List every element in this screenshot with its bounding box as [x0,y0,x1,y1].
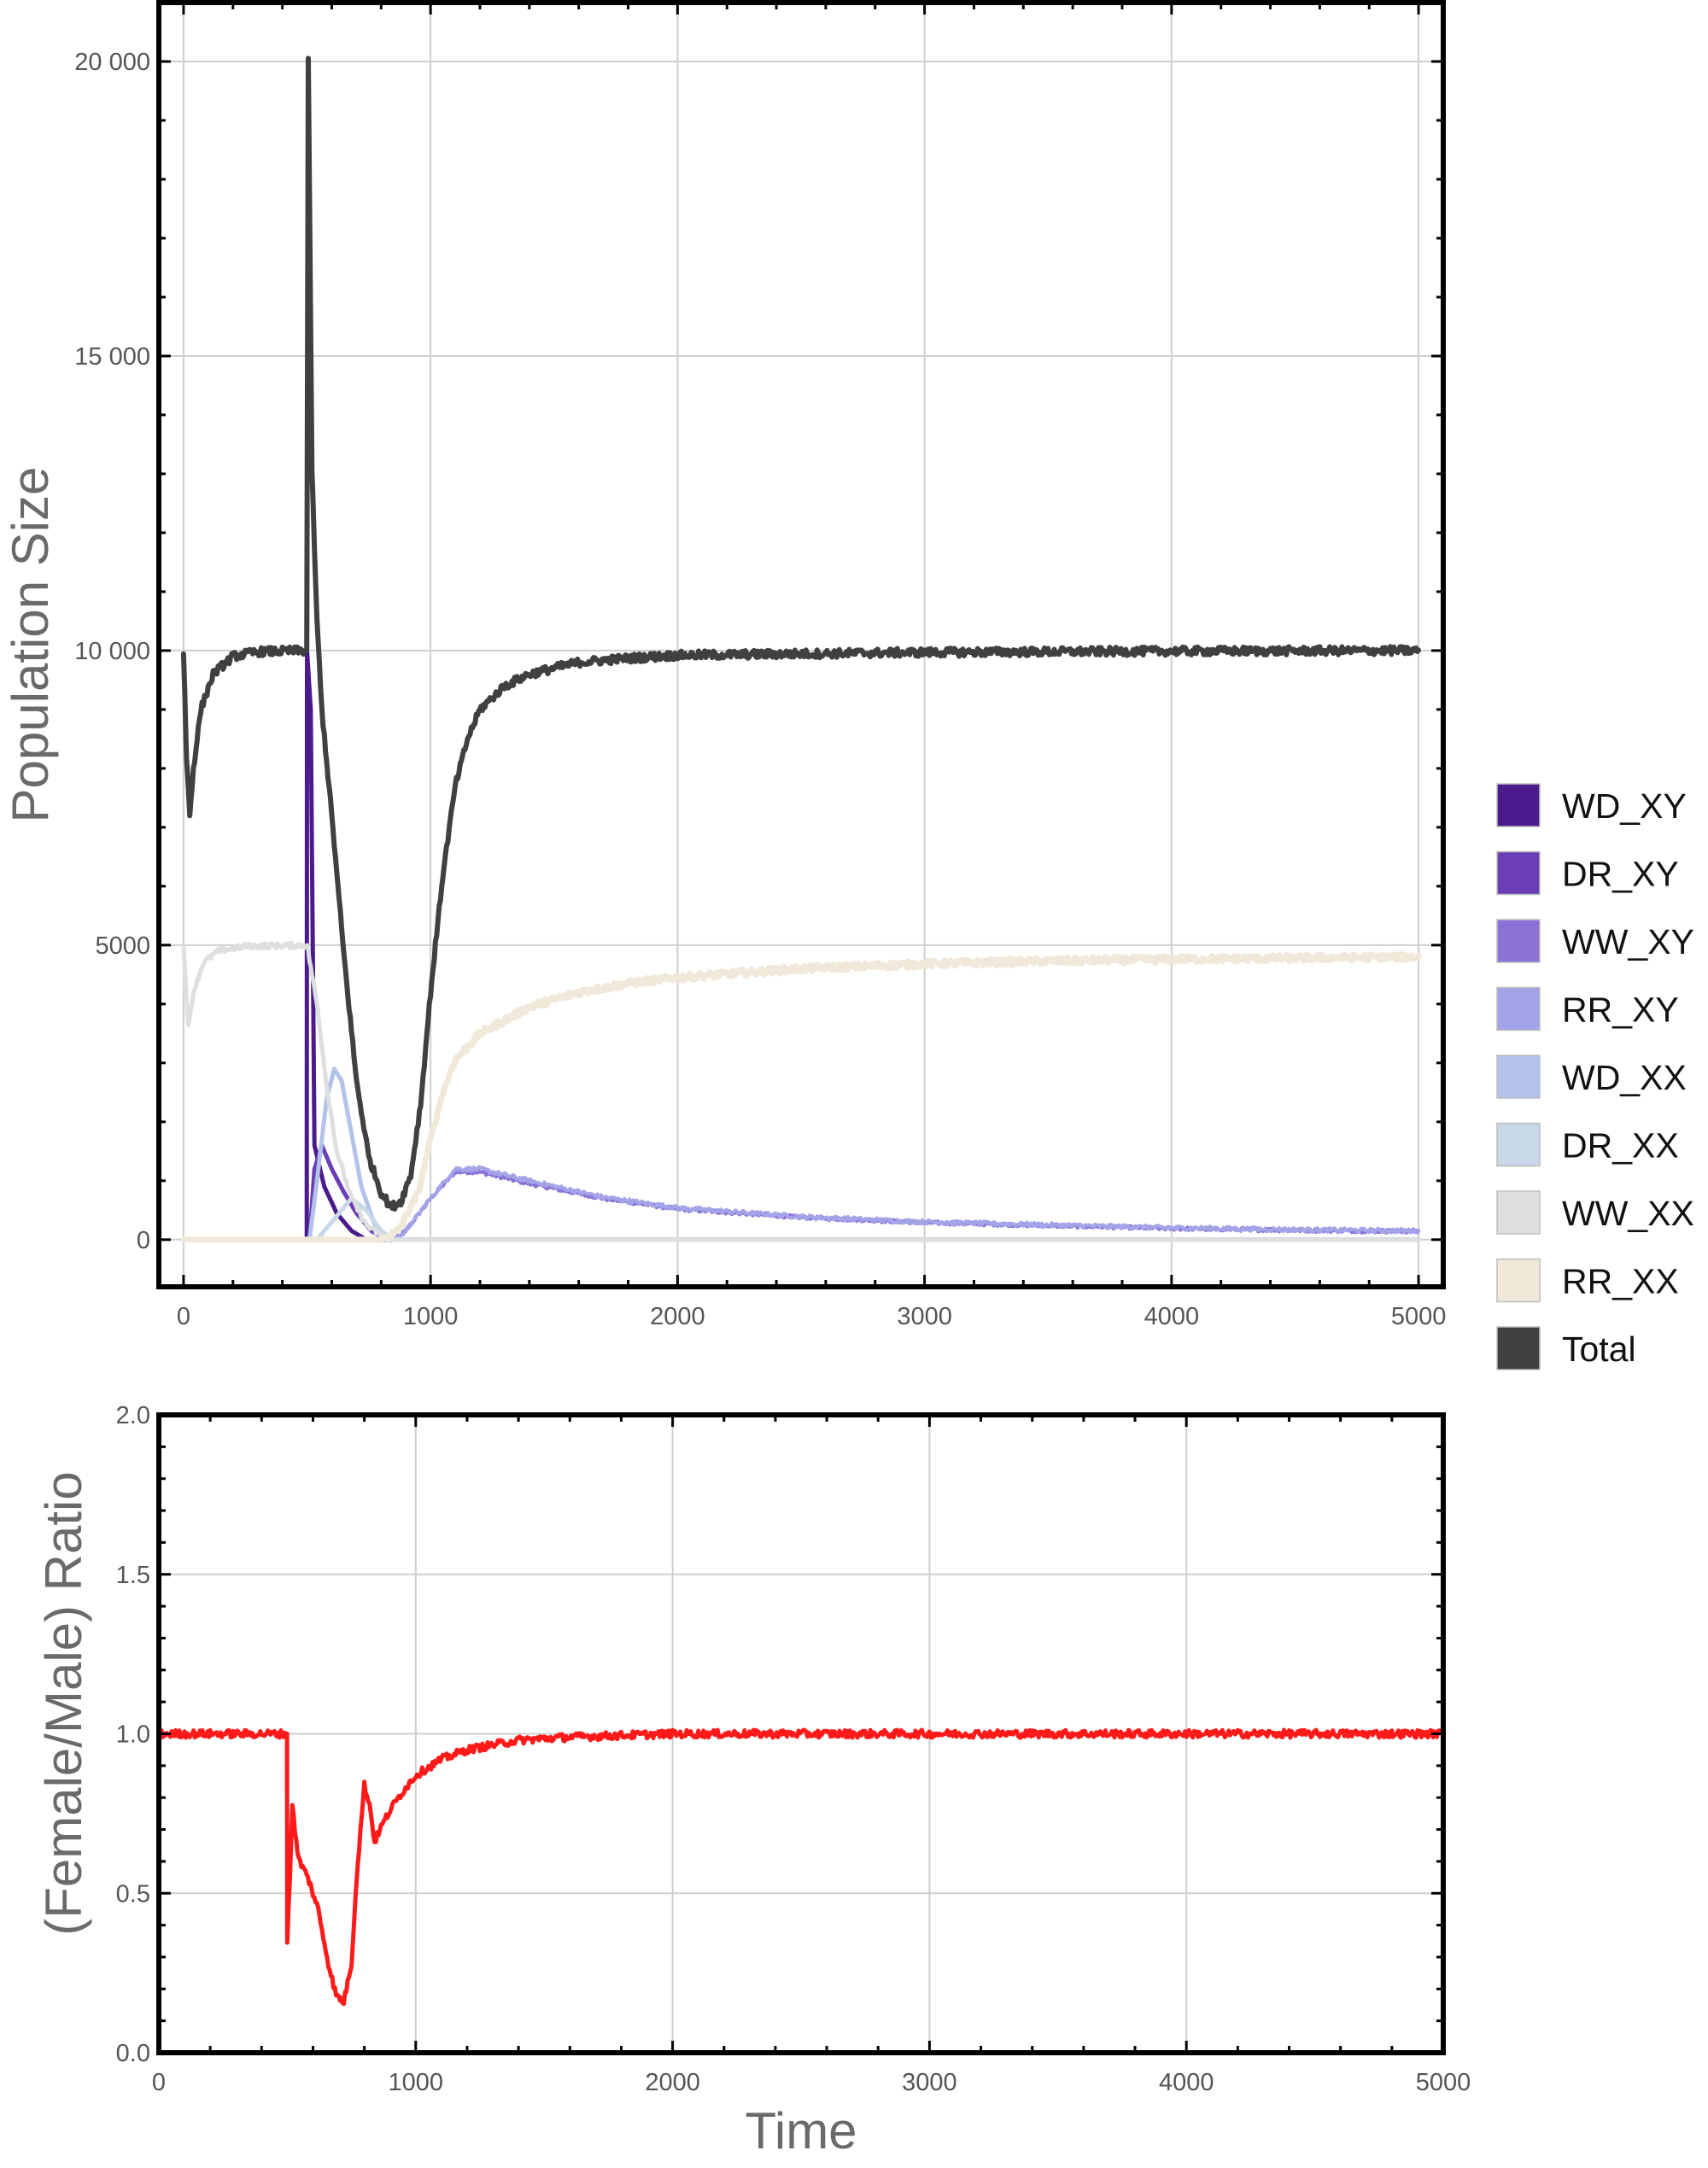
legend-swatch-dr-xy [1496,850,1541,896]
population-chart: 0 1000 2000 3000 4000 5000 0 5000 10 000 15 000 2… [2,0,1446,1330]
ratio-frame-ticks [157,1413,1445,2054]
ratio-x-tick-label: 2000 [645,2069,700,2096]
legend-item-total: Total [1496,1326,1636,1370]
legend-label-dr-xy: DR_XY [1562,855,1679,894]
ratio-series-line [156,1727,1446,2007]
population-x-tick-label: 3000 [897,1303,952,1330]
population-grid [159,3,1443,1287]
legend-item-wd-xy: WD_XY [1496,783,1687,827]
population-x-tick-labels: 0 1000 2000 3000 4000 5000 [177,1303,1446,1330]
ratio-series-line [156,1727,1446,2007]
ratio-y-tick-labels: 0.0 0.5 1.0 1.5 2.0 [116,1402,150,2067]
legend-label-total: Total [1562,1329,1636,1369]
ratio-chart: 0 1000 2000 3000 4000 5000 0.0 0.5 1.0 1.5 2.0 (F… [35,1402,1471,2159]
ratio-x-axis-title: Time [745,2102,857,2159]
population-series-lines [180,56,1422,1243]
population-y-tick-label: 15 000 [74,343,150,371]
legend-label-ww-xx: WW_XX [1562,1194,1694,1233]
legend-item-dr-xx: DR_XX [1496,1122,1679,1167]
legend-label-rr-xy: RR_XY [1562,991,1679,1030]
population-y-tick-label: 0 [137,1227,150,1254]
legend-swatch-ww-xy [1496,919,1541,963]
legend-swatch-wd-xx [1496,1055,1541,1099]
legend-item-ww-xy: WW_XY [1496,919,1694,963]
legend-label-wd-xy: WD_XY [1562,786,1687,826]
legend-item-rr-xy: RR_XY [1496,986,1679,1031]
legend-item-wd-xx: WD_XX [1496,1055,1687,1099]
legend-swatch-ww-xx [1496,1190,1541,1235]
ratio-y-tick-label: 1.0 [116,1721,150,1749]
legend-label-dr-xx: DR_XX [1562,1126,1679,1166]
population-series-rr-xx [180,950,1422,1243]
ratio-x-tick-label: 4000 [1159,2069,1214,2096]
legend-label-ww-xy: WW_XY [1562,922,1694,961]
legend-label-rr-xx: RR_XX [1562,1262,1679,1301]
ratio-x-tick-labels: 0 1000 2000 3000 4000 5000 [152,2069,1471,2096]
legend-item-rr-xx: RR_XX [1496,1258,1679,1303]
population-y-axis-title: Population Size [2,467,59,823]
series-legend: WD_XY DR_XY WW_XY RR_XY WD_XX DR_XX WW_XX RR_XX… [1496,783,1694,1370]
population-y-tick-label: 20 000 [74,49,150,76]
ratio-y-tick-label: 0.0 [116,2040,150,2067]
legend-swatch-wd-xy [1496,783,1541,827]
ratio-x-tick-label: 3000 [902,2069,957,2096]
population-series-total [180,56,1422,1212]
population-x-tick-label: 4000 [1144,1303,1200,1330]
population-x-tick-label: 2000 [650,1303,705,1330]
population-series-ww-xx [181,940,1421,1243]
legend-item-dr-xy: DR_XY [1496,850,1679,896]
legend-label-wd-xx: WD_XX [1562,1058,1687,1097]
legend-item-ww-xx: WW_XX [1496,1190,1694,1235]
population-x-tick-label: 0 [177,1303,190,1330]
population-x-tick-label: 1000 [403,1303,459,1330]
population-y-tick-label: 5000 [95,932,150,960]
ratio-y-tick-label: 0.5 [116,1880,150,1908]
population-x-tick-label: 5000 [1391,1303,1447,1330]
ratio-x-tick-label: 0 [152,2069,166,2096]
ratio-y-tick-label: 1.5 [116,1562,150,1589]
population-y-tick-labels: 0 5000 10 000 15 000 20 000 [74,49,150,1254]
ratio-x-tick-label: 5000 [1416,2069,1471,2096]
population-plot-frame [156,0,1446,1289]
legend-swatch-total [1496,1326,1541,1370]
population-frame-ticks [159,1,1443,1287]
ratio-y-tick-label: 2.0 [116,1402,150,1429]
ratio-y-axis-title: (Female/Male) Ratio [35,1471,92,1936]
legend-swatch-rr-xy [1496,986,1541,1031]
legend-swatch-rr-xx [1496,1258,1541,1303]
ratio-x-tick-label: 1000 [389,2069,444,2096]
population-y-tick-label: 10 000 [74,638,150,665]
legend-swatch-dr-xx [1496,1122,1541,1167]
